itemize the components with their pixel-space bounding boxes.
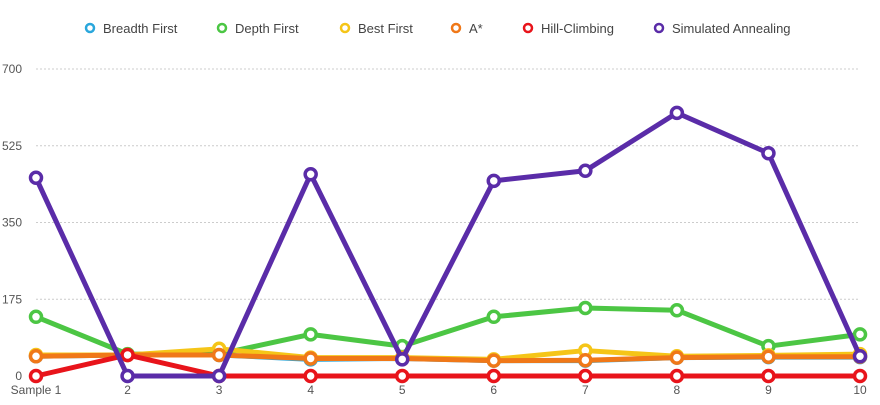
legend-item[interactable]: A* [450, 21, 483, 36]
x-tick-label: 4 [307, 383, 314, 397]
data-point[interactable] [578, 300, 593, 316]
data-point[interactable] [303, 167, 318, 182]
y-tick-label: 0 [15, 369, 22, 383]
data-point[interactable] [28, 309, 44, 325]
data-point[interactable] [303, 327, 318, 342]
y-tick-label: 350 [2, 216, 22, 230]
y-tick-label: 525 [2, 139, 22, 153]
x-tick-label: 3 [216, 383, 223, 397]
legend-label: Hill-Climbing [541, 21, 614, 36]
series-a- [28, 347, 868, 368]
x-tick-label: 2 [124, 383, 131, 397]
x-axis: Sample 1 2 3 4 5 6 7 8 9 10 [11, 383, 867, 397]
data-point[interactable] [394, 352, 410, 367]
data-point[interactable] [28, 349, 44, 364]
data-point[interactable] [394, 368, 410, 384]
series-line [33, 305, 863, 357]
y-tick-label: 175 [2, 292, 22, 306]
data-point[interactable] [486, 309, 502, 325]
data-point[interactable] [28, 170, 44, 186]
grid [36, 68, 860, 300]
legend-label: Depth First [235, 21, 299, 36]
series-line [33, 110, 863, 379]
x-tick-label: 10 [853, 383, 867, 397]
data-point[interactable] [761, 145, 776, 161]
legend-label: Simulated Annealing [672, 21, 791, 36]
series-simulated-annealing [28, 105, 868, 384]
legend: Breadth First Depth First Best First A* Hill… [84, 21, 791, 36]
data-point[interactable] [578, 368, 593, 384]
y-axis: 0 175 350 525 700 [2, 62, 22, 383]
data-point[interactable] [578, 352, 593, 368]
x-tick-label: Sample 1 [11, 383, 62, 397]
series-hill-climbing [28, 347, 868, 384]
legend-label: A* [469, 21, 483, 36]
data-point[interactable] [303, 351, 318, 366]
x-tick-label: 5 [399, 383, 406, 397]
data-point[interactable] [486, 353, 502, 368]
data-point[interactable] [28, 368, 44, 384]
data-point[interactable] [120, 347, 135, 363]
data-point[interactable] [669, 368, 685, 384]
data-point[interactable] [852, 349, 868, 364]
series-layer [28, 105, 868, 384]
data-point[interactable] [761, 368, 776, 384]
data-point[interactable] [852, 327, 868, 342]
legend-item[interactable]: Breadth First [84, 21, 178, 36]
y-tick-label: 700 [2, 62, 22, 76]
legend-item[interactable]: Hill-Climbing [522, 21, 614, 36]
data-point[interactable] [761, 349, 776, 364]
legend-label: Best First [358, 21, 413, 36]
data-point[interactable] [669, 105, 685, 121]
legend-marker [522, 22, 534, 34]
data-point[interactable] [303, 368, 318, 384]
data-point[interactable] [120, 368, 135, 384]
data-point[interactable] [211, 347, 227, 363]
x-tick-label: 6 [490, 383, 497, 397]
data-point[interactable] [669, 302, 685, 318]
x-tick-label: 9 [765, 383, 772, 397]
data-point[interactable] [211, 368, 227, 384]
series-line [33, 352, 863, 379]
data-point[interactable] [852, 368, 868, 384]
legend-item[interactable]: Simulated Annealing [653, 21, 791, 36]
legend-marker [216, 22, 228, 34]
data-point[interactable] [486, 368, 502, 384]
series-line [33, 352, 863, 364]
data-point[interactable] [486, 173, 502, 189]
legend-marker [84, 22, 96, 34]
data-point[interactable] [669, 350, 685, 365]
data-point[interactable] [578, 163, 593, 178]
legend-label: Breadth First [103, 21, 178, 36]
legend-marker [339, 22, 351, 34]
legend-marker [653, 22, 665, 34]
x-tick-label: 7 [582, 383, 589, 397]
x-tick-label: 8 [674, 383, 681, 397]
legend-marker [450, 22, 462, 34]
legend-item[interactable]: Depth First [216, 21, 299, 36]
legend-item[interactable]: Best First [339, 21, 413, 36]
